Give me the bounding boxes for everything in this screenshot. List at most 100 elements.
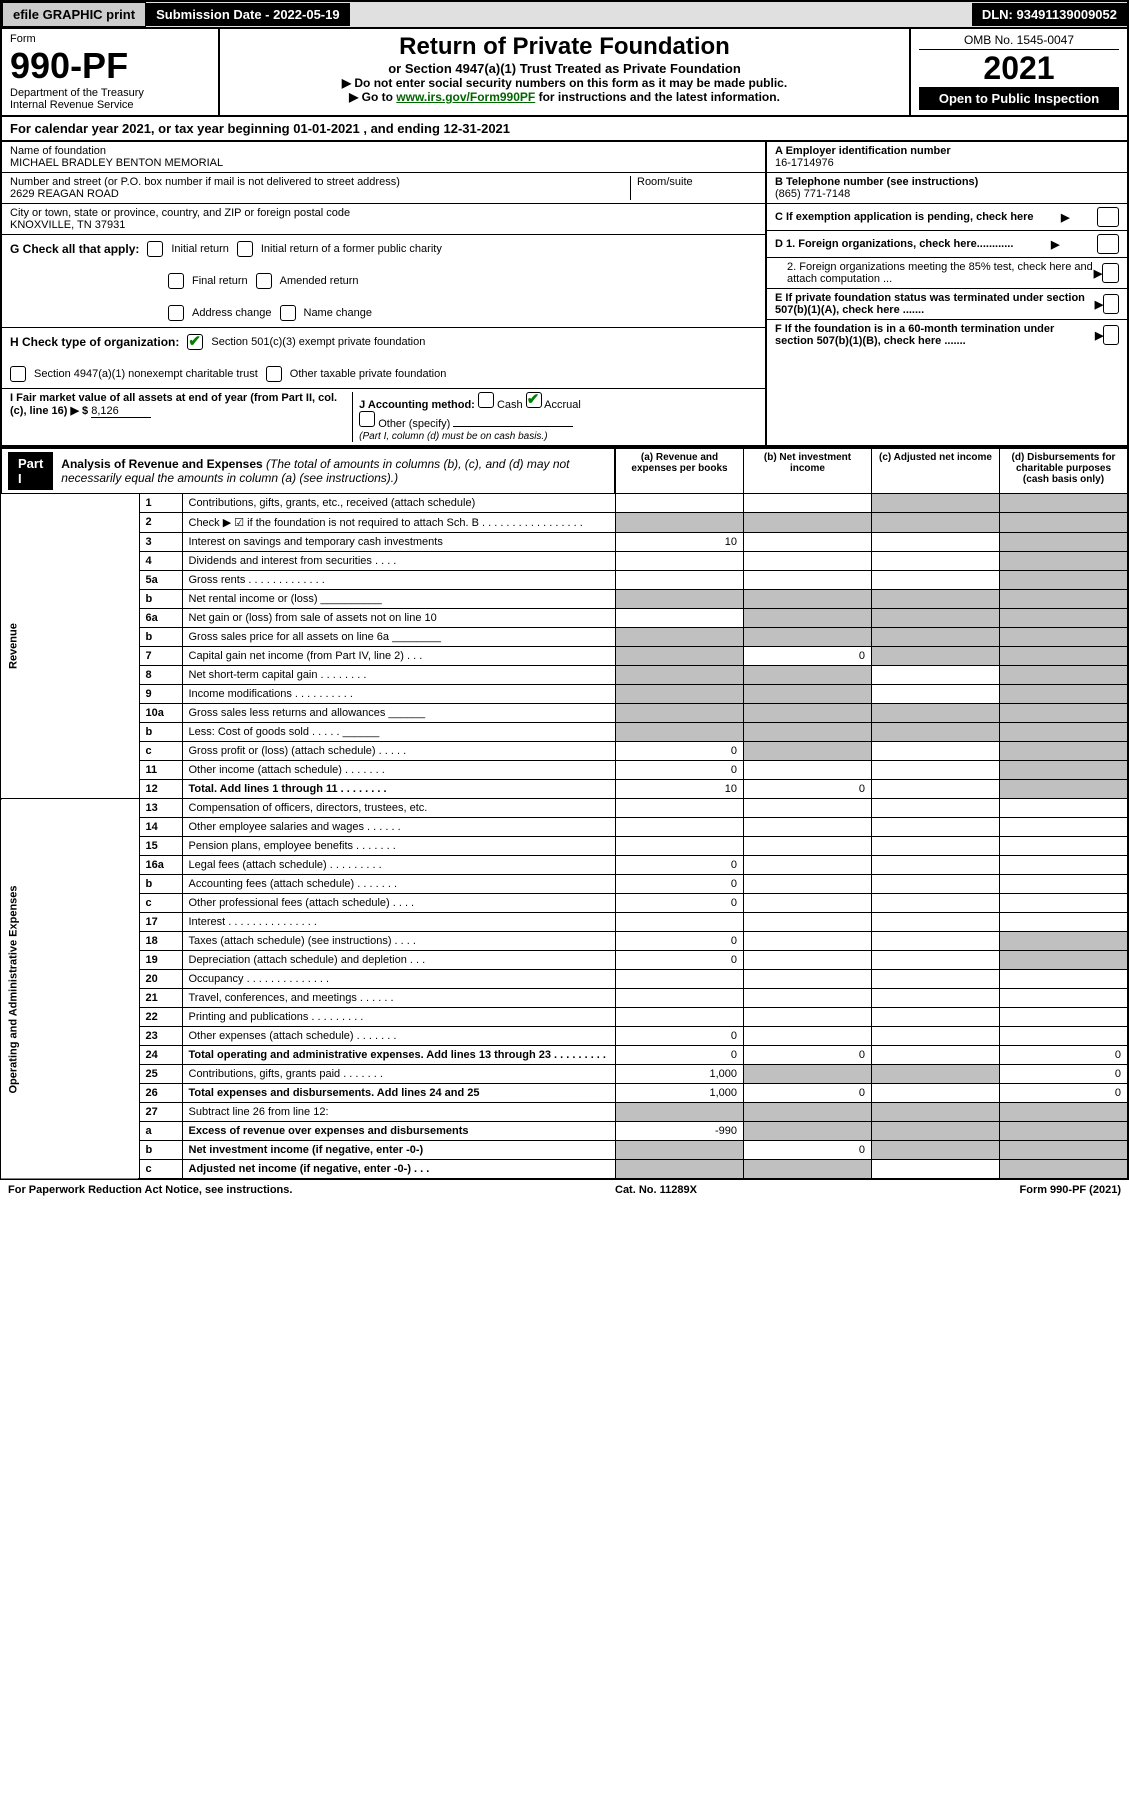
other-method-checkbox[interactable] xyxy=(359,411,375,427)
other-taxable-checkbox[interactable] xyxy=(266,366,282,382)
cell-b xyxy=(744,1065,872,1084)
goto-link-line: ▶ Go to www.irs.gov/Form990PF for instru… xyxy=(228,90,901,104)
side-operating and administrative expenses: Operating and Administrative Expenses xyxy=(1,799,139,1180)
irs-link[interactable]: www.irs.gov/Form990PF xyxy=(396,90,535,104)
form-number: 990-PF xyxy=(10,45,210,87)
cell-c xyxy=(872,590,1000,609)
box-e-checkbox[interactable] xyxy=(1103,294,1119,314)
cell-b xyxy=(744,513,872,533)
amended-return-checkbox[interactable] xyxy=(256,273,272,289)
line-no: 26 xyxy=(139,1084,182,1103)
cell-d xyxy=(1000,704,1129,723)
accrual-checkbox[interactable] xyxy=(526,392,542,408)
4947-label: Section 4947(a)(1) nonexempt charitable … xyxy=(34,368,258,380)
form-title: Return of Private Foundation xyxy=(228,33,901,61)
cell-c xyxy=(872,571,1000,590)
row-label: Travel, conferences, and meetings . . . … xyxy=(182,989,615,1008)
box-d2: 2. Foreign organizations meeting the 85%… xyxy=(775,261,1094,285)
row-label: Capital gain net income (from Part IV, l… xyxy=(182,647,615,666)
cell-d xyxy=(1000,609,1129,628)
cell-b xyxy=(744,951,872,970)
line-no: 11 xyxy=(139,761,182,780)
cell-c xyxy=(872,1027,1000,1046)
line-no: 20 xyxy=(139,970,182,989)
row-label: Other income (attach schedule) . . . . .… xyxy=(182,761,615,780)
cell-a xyxy=(615,1008,744,1027)
cell-d xyxy=(1000,913,1129,932)
box-d2-checkbox[interactable] xyxy=(1102,263,1119,283)
final-return-checkbox[interactable] xyxy=(168,273,184,289)
cell-c xyxy=(872,932,1000,951)
foundation-name: MICHAEL BRADLEY BENTON MEMORIAL xyxy=(10,157,757,169)
cell-c xyxy=(872,552,1000,571)
city-label: City or town, state or province, country… xyxy=(10,207,757,219)
cell-b xyxy=(744,609,872,628)
name-change-label: Name change xyxy=(304,307,373,319)
cell-d xyxy=(1000,666,1129,685)
col-a-header: (a) Revenue and expenses per books xyxy=(615,448,744,494)
cell-d xyxy=(1000,761,1129,780)
box-c-checkbox[interactable] xyxy=(1097,207,1119,227)
line-no: a xyxy=(139,1122,182,1141)
initial-public-checkbox[interactable] xyxy=(237,241,253,257)
cell-c xyxy=(872,894,1000,913)
line-no: c xyxy=(139,1160,182,1180)
line-no: b xyxy=(139,590,182,609)
box-d1-checkbox[interactable] xyxy=(1097,234,1119,254)
cell-c xyxy=(872,685,1000,704)
501c3-label: Section 501(c)(3) exempt private foundat… xyxy=(211,336,425,348)
line-no: 7 xyxy=(139,647,182,666)
address-change-label: Address change xyxy=(192,307,272,319)
initial-return-checkbox[interactable] xyxy=(147,241,163,257)
part1-table: Part I Analysis of Revenue and Expenses … xyxy=(0,447,1129,1180)
cell-d xyxy=(1000,1122,1129,1141)
name-change-checkbox[interactable] xyxy=(280,305,296,321)
efile-button[interactable]: efile GRAPHIC print xyxy=(2,2,146,27)
cell-b xyxy=(744,552,872,571)
cell-c xyxy=(872,628,1000,647)
row-label: Accounting fees (attach schedule) . . . … xyxy=(182,875,615,894)
cell-b: 0 xyxy=(744,1084,872,1103)
501c3-checkbox[interactable] xyxy=(187,334,203,350)
cell-a xyxy=(615,552,744,571)
amended-return-label: Amended return xyxy=(280,275,359,287)
irs-name: Internal Revenue Service xyxy=(10,99,210,111)
fmv-value: 8,126 xyxy=(91,405,151,418)
cell-b xyxy=(744,799,872,818)
accrual-label: Accrual xyxy=(544,399,581,411)
row-label: Total operating and administrative expen… xyxy=(182,1046,615,1065)
cell-d xyxy=(1000,970,1129,989)
line-no: 17 xyxy=(139,913,182,932)
j-label: J Accounting method: xyxy=(359,399,475,411)
phone-value: (865) 771-7148 xyxy=(775,188,1119,200)
row-label: Legal fees (attach schedule) . . . . . .… xyxy=(182,856,615,875)
box-f-checkbox[interactable] xyxy=(1103,325,1119,345)
cell-a xyxy=(615,609,744,628)
entity-info: Name of foundation MICHAEL BRADLEY BENTO… xyxy=(0,142,1129,447)
phone-label: B Telephone number (see instructions) xyxy=(775,176,1119,188)
cell-a xyxy=(615,723,744,742)
cell-b: 0 xyxy=(744,1046,872,1065)
row-label: Depreciation (attach schedule) and deple… xyxy=(182,951,615,970)
cat-no: Cat. No. 11289X xyxy=(615,1184,697,1196)
cell-b xyxy=(744,590,872,609)
cash-checkbox[interactable] xyxy=(478,392,494,408)
cell-a: 0 xyxy=(615,894,744,913)
cell-a xyxy=(615,685,744,704)
4947-checkbox[interactable] xyxy=(10,366,26,382)
cell-c xyxy=(872,951,1000,970)
cell-d xyxy=(1000,723,1129,742)
cell-b xyxy=(744,989,872,1008)
form-subtitle: or Section 4947(a)(1) Trust Treated as P… xyxy=(228,61,901,76)
row-label: Total. Add lines 1 through 11 . . . . . … xyxy=(182,780,615,799)
address-change-checkbox[interactable] xyxy=(168,305,184,321)
cell-d xyxy=(1000,494,1129,513)
row-label: Gross rents . . . . . . . . . . . . . xyxy=(182,571,615,590)
side-revenue: Revenue xyxy=(1,494,139,799)
cell-b xyxy=(744,761,872,780)
row-label: Check ▶ ☑ if the foundation is not requi… xyxy=(182,513,615,533)
row-label: Less: Cost of goods sold . . . . . _____… xyxy=(182,723,615,742)
row-label: Contributions, gifts, grants paid . . . … xyxy=(182,1065,615,1084)
line-no: 24 xyxy=(139,1046,182,1065)
other-method-label: Other (specify) xyxy=(378,418,450,430)
